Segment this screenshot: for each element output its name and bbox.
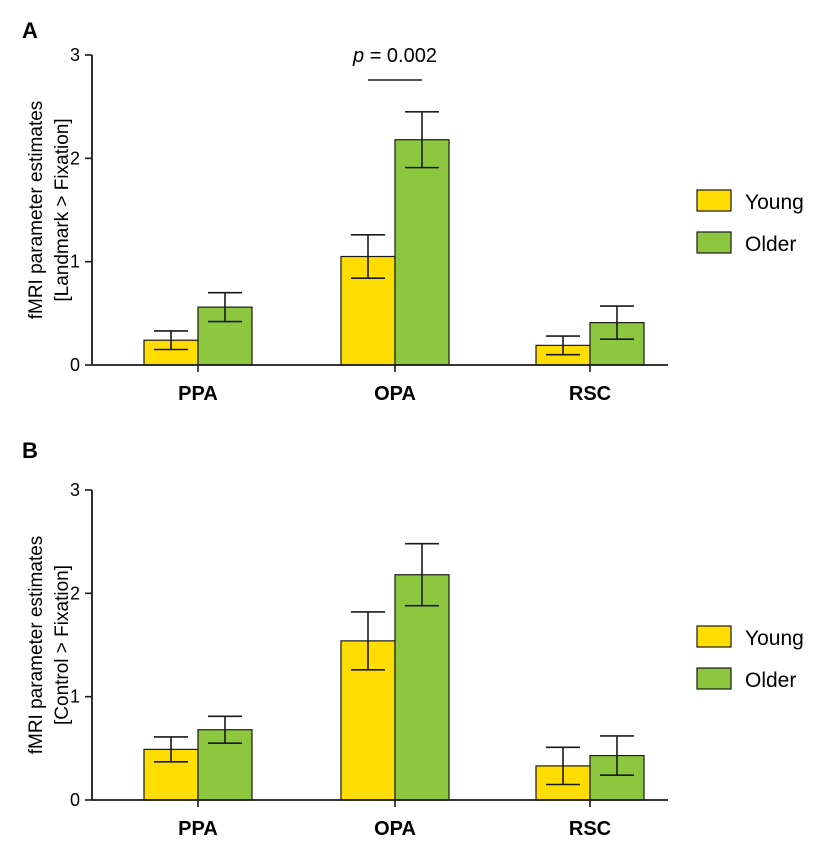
x-tick-label-ppa: PPA (178, 818, 218, 840)
legend-label-older: Older (745, 233, 796, 256)
legend-label-young: Young (745, 191, 804, 214)
y-tick-label-1: 1 (70, 687, 80, 707)
x-tick-label-ppa: PPA (178, 383, 218, 405)
bar-older-opa (394, 574, 450, 801)
y-axis-label: fMRI parameter estimates (26, 536, 47, 755)
bar-older-rsc (589, 322, 645, 366)
legend-swatch-older (696, 667, 732, 690)
y-tick-label-0: 0 (70, 790, 80, 810)
panel-letter: B (22, 438, 38, 463)
y-axis-label: fMRI parameter estimates (26, 101, 47, 320)
y-tick-label-3: 3 (70, 45, 80, 65)
y-tick-label-2: 2 (70, 583, 80, 603)
y-axis-label-contrast: [Control > Fixation] (52, 565, 73, 725)
x-tick-label-rsc: RSC (569, 818, 611, 840)
y-tick-label-3: 3 (70, 480, 80, 500)
y-tick-label-2: 2 (70, 148, 80, 168)
bar-older-opa (394, 139, 450, 366)
legend-label-older: Older (745, 669, 796, 692)
y-tick-label-1: 1 (70, 252, 80, 272)
p-symbol: p (352, 45, 364, 67)
legend-swatch-young (696, 625, 732, 648)
x-tick-label-rsc: RSC (569, 383, 611, 405)
legend-label-young: Young (745, 627, 804, 650)
legend-swatch-young (696, 189, 732, 212)
bar-older-rsc (589, 754, 645, 801)
x-tick-label-opa: OPA (374, 818, 416, 840)
significance-label: p = 0.002 (352, 45, 437, 67)
y-axis-label-contrast: [Landmark > Fixation] (52, 118, 73, 301)
y-tick-label-0: 0 (70, 355, 80, 375)
p-value: = 0.002 (364, 45, 437, 67)
legend-swatch-older (696, 231, 732, 254)
x-tick-label-opa: OPA (374, 383, 416, 405)
panel-letter: A (22, 18, 38, 43)
